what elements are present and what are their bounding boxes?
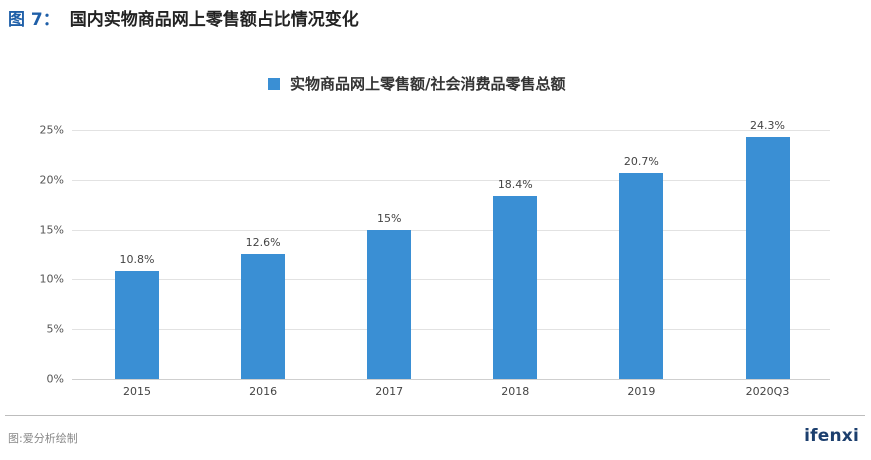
legend-label: 实物商品网上零售额/社会消费品零售总额 bbox=[290, 75, 566, 93]
plot-area: 0% 5% 10% 15% 20% 25% 10.8% 2015 12.6% 2016 15% 201… bbox=[39, 118, 830, 398]
x-axis-line bbox=[72, 379, 830, 380]
x-tick-label: 2018 bbox=[501, 385, 530, 398]
y-tick-label: 0% bbox=[46, 372, 64, 386]
bar-2015 bbox=[115, 271, 159, 379]
y-tick-label: 5% bbox=[46, 322, 64, 336]
source-note: 图:爱分析绘制 bbox=[8, 432, 78, 445]
x-tick-label: 2016 bbox=[249, 385, 278, 398]
x-tick-label: 2017 bbox=[375, 385, 404, 398]
x-tick-label: 2019 bbox=[627, 385, 656, 398]
bar-2017 bbox=[367, 229, 412, 379]
bar-2019 bbox=[619, 172, 664, 379]
value-label: 12.6% bbox=[245, 235, 281, 249]
divider bbox=[5, 415, 865, 416]
gridline bbox=[72, 329, 830, 331]
value-label: 10.8% bbox=[119, 253, 155, 267]
figure-label: 图 7： bbox=[8, 10, 60, 30]
value-label: 18.4% bbox=[497, 177, 533, 191]
y-tick-label: 25% bbox=[39, 123, 64, 137]
value-label: 15% bbox=[376, 211, 402, 225]
y-tick-label: 10% bbox=[39, 272, 64, 286]
bar-2016 bbox=[241, 253, 286, 379]
y-tick-label: 15% bbox=[39, 223, 64, 237]
ifenxi-logo: ifenxi bbox=[804, 426, 859, 446]
legend: 实物商品网上零售额/社会消费品零售总额 bbox=[268, 73, 565, 94]
y-tick-label: 20% bbox=[39, 173, 64, 187]
bar-2020Q3 bbox=[745, 136, 790, 379]
figure-title: 国内实物商品网上零售额占比情况变化 bbox=[69, 10, 359, 30]
x-tick-label: 2015 bbox=[123, 385, 151, 398]
gridline bbox=[72, 130, 830, 131]
value-label: 20.7% bbox=[623, 154, 659, 168]
gridline bbox=[72, 179, 830, 181]
gridline bbox=[72, 229, 830, 231]
bar-2018 bbox=[493, 195, 538, 379]
value-label: 24.3% bbox=[750, 118, 785, 132]
legend-swatch-icon bbox=[268, 77, 280, 90]
x-tick-label: 2020Q3 bbox=[745, 385, 790, 398]
chart-title: 图 7： 国内实物商品网上零售额占比情况变化 bbox=[8, 5, 359, 30]
gridline bbox=[72, 279, 830, 281]
